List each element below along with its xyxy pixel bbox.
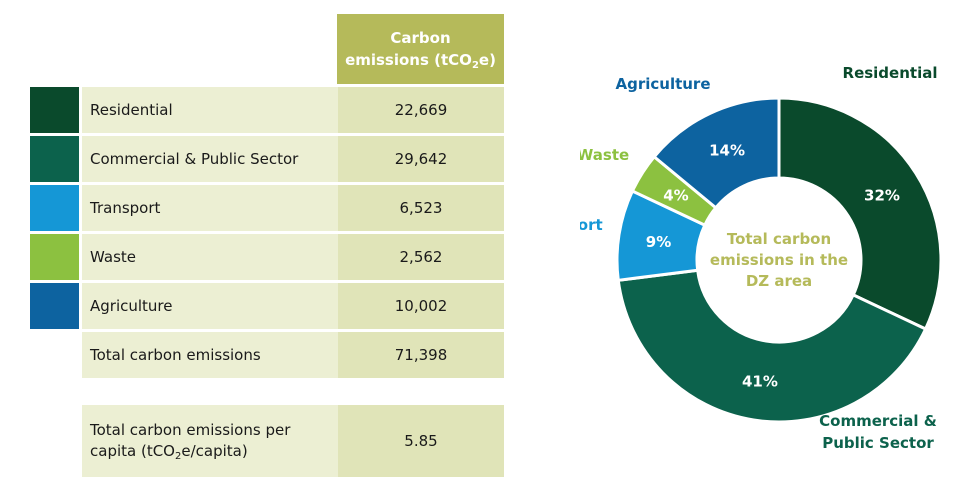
color-swatch: [30, 87, 79, 133]
header-line-1: Carbon: [390, 29, 451, 47]
per-capita-line-2-suffix: e/capita): [181, 442, 248, 460]
header-line-2-text: emissions (tCO: [345, 51, 472, 69]
row-label: Agriculture: [82, 283, 364, 329]
slice-percent-label: 4%: [663, 187, 688, 205]
table-header-carbon-emissions: Carbon emissions (tCO2e): [337, 14, 504, 84]
per-capita-line-2: capita (tCO: [90, 442, 175, 460]
per-capita-subscript: 2: [174, 451, 182, 462]
donut-slice: [616, 268, 928, 424]
donut-slice: [777, 96, 943, 331]
row-label: Transport: [82, 185, 364, 231]
slice-name-label: Residential: [843, 64, 938, 82]
header-subscript: 2: [471, 60, 479, 71]
slice-name-label: Agriculture: [615, 75, 710, 93]
color-swatch: [30, 185, 79, 231]
per-capita-value: 5.85: [338, 405, 504, 477]
row-label: Residential: [82, 87, 364, 133]
total-label: Total carbon emissions: [82, 332, 364, 378]
emissions-donut-chart: Total carbon emissions in the DZ area 32% R…: [580, 64, 943, 452]
slice-percent-label: 41%: [742, 372, 778, 390]
row-value: 10,002: [338, 283, 504, 329]
color-swatch: [30, 283, 79, 329]
row-label: Commercial & Public Sector: [82, 136, 364, 182]
row-label: Waste: [82, 234, 364, 280]
color-swatch: [30, 234, 79, 280]
slice-name-label: Commercial & Public Sector: [819, 412, 937, 452]
slice-name-label: Waste: [580, 146, 629, 164]
slice-name-label: Transport: [580, 216, 603, 234]
per-capita-line-1: Total carbon emissions per: [90, 421, 291, 439]
donut-center-text: Total carbon emissions in the DZ area: [710, 230, 848, 290]
slice-percent-label: 9%: [646, 233, 671, 251]
header-line-2-suffix: e): [478, 51, 496, 69]
header-line-2: emissions (tCO2e): [345, 49, 496, 71]
per-capita-label: Total carbon emissions per capita (tCO2e…: [82, 405, 364, 477]
row-value: 29,642: [338, 136, 504, 182]
row-value: 2,562: [338, 234, 504, 280]
row-value: 6,523: [338, 185, 504, 231]
row-value: 22,669: [338, 87, 504, 133]
donut-slice: [652, 96, 781, 210]
slice-percent-label: 32%: [864, 187, 900, 205]
color-swatch: [30, 136, 79, 182]
slice-percent-label: 14%: [709, 142, 745, 160]
total-value: 71,398: [338, 332, 504, 378]
